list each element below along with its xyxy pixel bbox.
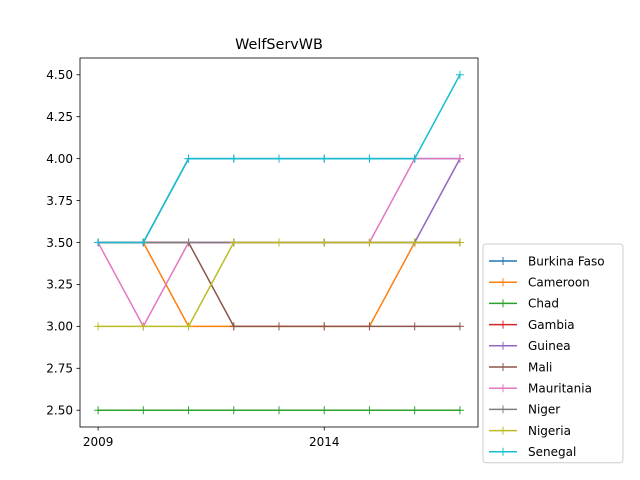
legend-label: Guinea [528,339,571,353]
legend-label: Senegal [528,445,576,459]
y-tick-label: 3.75 [46,194,73,208]
series-line-1 [97,241,461,328]
y-tick-label: 4.50 [46,68,73,82]
axes-layer: 2.50 2.75 3.00 3.25 3.50 3.75 4.00 4.25 4.50 2009… [46,57,479,449]
legend-label: Mauritania [528,382,592,396]
legend-label: Mali [528,360,552,374]
y-tick-label: 3.50 [46,236,73,250]
legend-label: Burkina Faso [528,254,605,268]
series-line-4 [97,157,461,244]
x-tick-label: 2014 [309,435,340,449]
legend-label: Cameroon [528,276,590,290]
y-tick-label: 2.50 [46,404,73,418]
y-tick-label: 2.75 [46,362,73,376]
y-tick-label: 3.25 [46,278,73,292]
legend: Burkina Faso Cameroon Chad Gambia Guinea Mali… [482,243,624,464]
chart-title: WelfServWB [235,37,323,53]
legend-label: Gambia [528,318,575,332]
y-tick-label: 3.00 [46,320,73,334]
y-tick-label: 4.00 [46,152,73,166]
legend-label: Chad [528,297,559,311]
series-line-5 [97,241,461,328]
series-line-8 [97,241,461,328]
x-tick-label: 2009 [83,435,114,449]
series-layer [94,70,464,415]
y-tick-label: 4.25 [46,110,73,124]
legend-frame [482,243,624,464]
series-line-0 [97,157,461,244]
legend-label: Niger [528,403,560,417]
legend-label: Nigeria [528,424,571,438]
